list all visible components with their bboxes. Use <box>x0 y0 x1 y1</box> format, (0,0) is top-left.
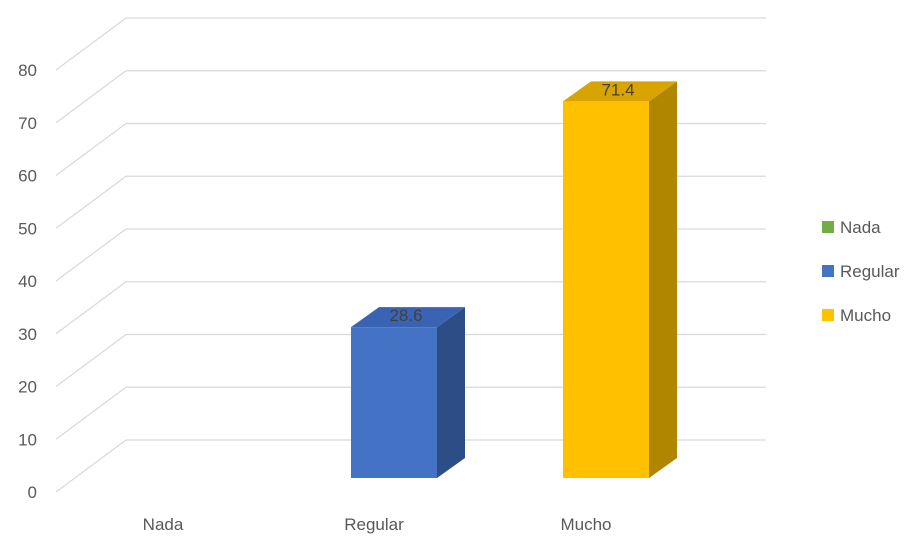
gridline-diagonal <box>55 70 127 124</box>
legend: Nada Regular Mucho <box>822 218 900 325</box>
legend-swatch-nada <box>822 221 834 233</box>
x-tick-label: Mucho <box>560 515 611 534</box>
gridline-diagonal <box>55 439 127 493</box>
gridline-diagonal <box>55 281 127 335</box>
legend-swatch-regular <box>822 265 834 277</box>
bar-top-mucho <box>563 81 677 102</box>
y-tick-label: 30 <box>18 325 37 344</box>
bar-side-mucho <box>649 81 677 479</box>
y-tick-label: 40 <box>18 272 37 291</box>
legend-label: Nada <box>840 218 881 237</box>
y-tick-label: 10 <box>18 430 37 449</box>
y-axis: 0 10 20 30 40 50 60 70 80 <box>18 61 37 502</box>
x-tick-label: Regular <box>344 515 404 534</box>
gridline-diagonal <box>55 123 127 176</box>
bar-side-regular <box>437 307 465 478</box>
y-tick-label: 80 <box>18 61 37 80</box>
y-tick-label: 60 <box>18 167 37 186</box>
bar-top-regular <box>351 307 465 328</box>
legend-label: Mucho <box>840 306 891 325</box>
y-tick-label: 20 <box>18 378 37 397</box>
bar-mucho <box>563 101 649 479</box>
y-tick-label: 50 <box>18 219 37 238</box>
y-tick-label: 0 <box>28 483 37 502</box>
gridline-diagonal <box>55 386 127 440</box>
gridline-diagonal <box>55 228 127 282</box>
data-labels: 28.6 71.4 <box>389 80 634 325</box>
data-label-regular: 28.6 <box>389 306 422 325</box>
x-tick-label: Nada <box>143 515 184 534</box>
gridline-diagonal <box>55 17 127 71</box>
bars <box>351 81 677 479</box>
y-tick-label: 70 <box>18 114 37 133</box>
gridline-diagonal <box>55 175 127 229</box>
data-label-mucho: 71.4 <box>601 80 634 99</box>
bar-regular <box>351 327 437 478</box>
gridline-diagonal <box>55 334 127 387</box>
legend-swatch-mucho <box>822 309 834 321</box>
x-axis: Nada Regular Mucho <box>143 515 612 534</box>
legend-label: Regular <box>840 262 900 281</box>
